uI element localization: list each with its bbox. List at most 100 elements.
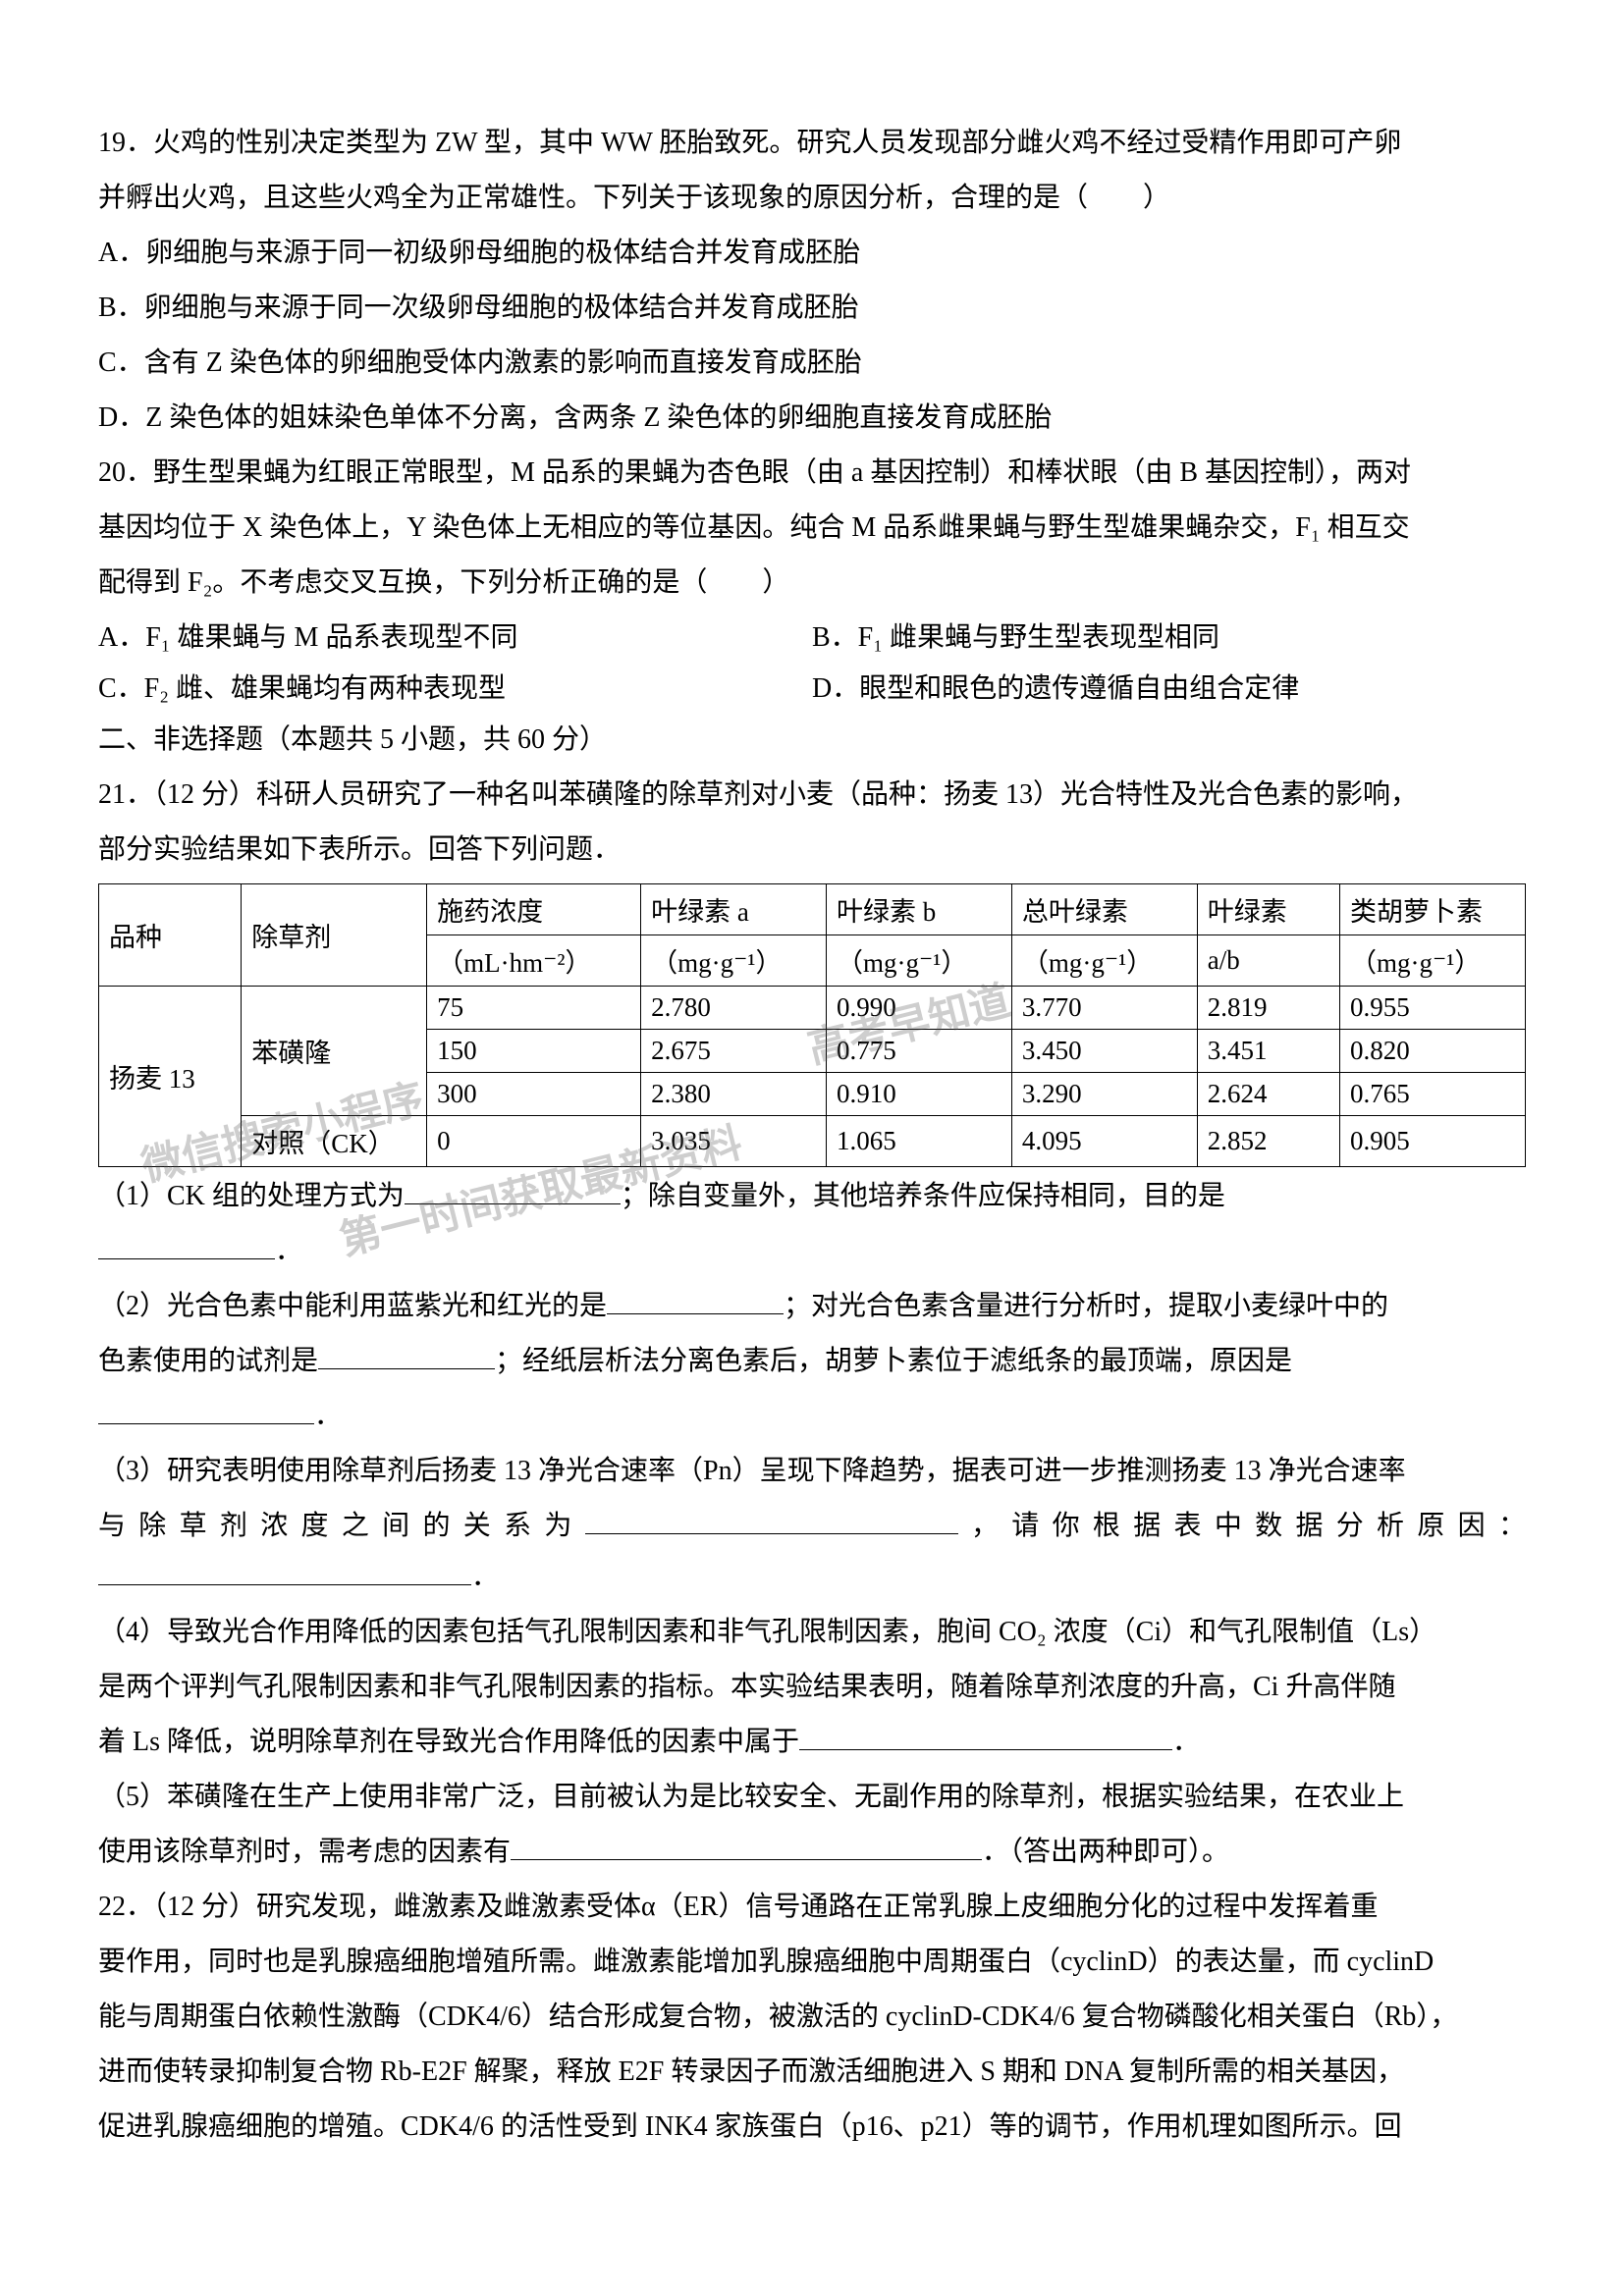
- q21-p4-line3: 着 Ls 降低，说明除草剂在导致光合作用降低的因素中属于 ．: [98, 1717, 1526, 1768]
- td: 3.770: [1011, 987, 1197, 1030]
- td: 2.852: [1197, 1116, 1339, 1167]
- td: 3.450: [1011, 1030, 1197, 1073]
- table-header-row: 品种 除草剂 施药浓度 叶绿素 a 叶绿素 b 总叶绿素 叶绿素 类胡萝卜素: [99, 884, 1526, 935]
- q20-stem-l3: 配得到 F₂。不考虑交叉互换，下列分析正确的是（ ）: [98, 558, 1526, 609]
- q21-p2-a: （2）光合色素中能利用蓝紫光和红光的是: [98, 1291, 607, 1321]
- td: 0.775: [826, 1030, 1011, 1073]
- q19-optA: A．卵细胞与来源于同一初级卵母细胞的极体结合并发育成胚胎: [98, 228, 1526, 279]
- q20-optC: C．F₂ 雌、雄果蝇均有两种表现型: [98, 664, 812, 715]
- q21-p5-line2: 使用该除草剂时，需考虑的因素有 ．（答出两种即可）。: [98, 1827, 1526, 1878]
- td: 2.675: [641, 1030, 827, 1073]
- q20-optA: A．F₁ 雄果蝇与 M 品系表现型不同: [98, 613, 812, 664]
- q21-p5-b: 使用该除草剂时，需考虑的因素有: [98, 1837, 511, 1867]
- td: 0.990: [826, 987, 1011, 1030]
- q21-p2-d: ；经纸层析法分离色素后，胡萝卜素位于滤纸条的最顶端，原因是: [495, 1346, 1292, 1376]
- blank: [585, 1507, 958, 1534]
- td: 2.780: [641, 987, 827, 1030]
- th-4: 叶绿素 b: [826, 884, 1011, 935]
- tu-6: a/b: [1197, 935, 1339, 987]
- tu-2: （mL·hm⁻²）: [427, 935, 641, 987]
- blank: [318, 1342, 495, 1369]
- td: 0.905: [1340, 1116, 1526, 1167]
- td: 1.065: [826, 1116, 1011, 1167]
- td: 0.820: [1340, 1030, 1526, 1073]
- td: 4.095: [1011, 1116, 1197, 1167]
- q21-p3-d: ．: [471, 1562, 499, 1592]
- q21-p2-line3: ．: [98, 1391, 1526, 1442]
- blank: [98, 1397, 314, 1424]
- q21-p1-line1: （1）CK 组的处理方式为 ；除自变量外，其他培养条件应保持相同，目的是: [98, 1171, 1526, 1222]
- q21-p2-line1: （2）光合色素中能利用蓝紫光和红光的是 ；对光合色素含量进行分析时，提取小麦绿叶中…: [98, 1281, 1526, 1332]
- q22-stem-l1: 22．（12 分）研究发现，雌激素及雌激素受体α（ER）信号通路在正常乳腺上皮细…: [98, 1882, 1526, 1933]
- blank: [405, 1177, 621, 1204]
- th-0: 品种: [99, 884, 242, 987]
- q19-optB: B．卵细胞与来源于同一次级卵母细胞的极体结合并发育成胚胎: [98, 283, 1526, 334]
- td: 0: [427, 1116, 641, 1167]
- blank: [98, 1232, 275, 1259]
- td: 150: [427, 1030, 641, 1073]
- td: 2.624: [1197, 1073, 1339, 1116]
- tu-3: （mg·g⁻¹）: [641, 935, 827, 987]
- td: 3.451: [1197, 1030, 1339, 1073]
- q20-optD: D．眼型和眼色的遗传遵循自由组合定律: [812, 664, 1526, 715]
- q21-p4-line1: （4）导致光合作用降低的因素包括气孔限制因素和非气孔限制因素，胞间 CO₂ 浓度…: [98, 1607, 1526, 1658]
- q20-stem-l1: 20．野生型果蝇为红眼正常眼型，M 品系的果蝇为杏色眼（由 a 基因控制）和棒状…: [98, 448, 1526, 499]
- q21-stem-l2: 部分实验结果如下表所示。回答下列问题．: [98, 825, 1526, 876]
- q21-p4-line2: 是两个评判气孔限制因素和非气孔限制因素的指标。本实验结果表明，随着除草剂浓度的升…: [98, 1662, 1526, 1713]
- blank: [98, 1558, 471, 1585]
- q19-stem-l2: 并孵出火鸡，且这些火鸡全为正常雄性。下列关于该现象的原因分析，合理的是（ ）: [98, 173, 1526, 224]
- td: 2.380: [641, 1073, 827, 1116]
- th-7: 类胡萝卜素: [1340, 884, 1526, 935]
- table-row: 对照（CK） 0 3.035 1.065 4.095 2.852 0.905: [99, 1116, 1526, 1167]
- q21-p1-b: ；除自变量外，其他培养条件应保持相同，目的是: [621, 1181, 1225, 1211]
- q21-p4-c: 着 Ls 降低，说明除草剂在导致光合作用降低的因素中属于: [98, 1727, 799, 1757]
- td: 75: [427, 987, 641, 1030]
- q21-p1-line2: ．: [98, 1226, 1526, 1277]
- td: 0.955: [1340, 987, 1526, 1030]
- q21-p3-b: 与除草剂浓度之间的关系为: [98, 1511, 585, 1541]
- q21-p1-a: （1）CK 组的处理方式为: [98, 1181, 405, 1211]
- td: 3.290: [1011, 1073, 1197, 1116]
- td: 0.765: [1340, 1073, 1526, 1116]
- q22-stem-l4: 进而使转录抑制复合物 Rb-E2F 解聚，释放 E2F 转录因子而激活细胞进入 …: [98, 2047, 1526, 2098]
- th-1: 除草剂: [242, 884, 427, 987]
- q20-stem-l2: 基因均位于 X 染色体上，Y 染色体上无相应的等位基因。纯合 M 品系雌果蝇与野…: [98, 503, 1526, 554]
- th-2: 施药浓度: [427, 884, 641, 935]
- tu-5: （mg·g⁻¹）: [1011, 935, 1197, 987]
- q22-stem-l2: 要作用，同时也是乳腺癌细胞增殖所需。雌激素能增加乳腺癌细胞中周期蛋白（cycli…: [98, 1937, 1526, 1988]
- q21-p2-b: ；对光合色素含量进行分析时，提取小麦绿叶中的: [784, 1291, 1388, 1321]
- q21-p1-c: ．: [275, 1236, 302, 1266]
- q21-p3-c: ，请你根据表中数据分析原因：: [958, 1511, 1526, 1541]
- q21-table: 品种 除草剂 施药浓度 叶绿素 a 叶绿素 b 总叶绿素 叶绿素 类胡萝卜素 （…: [98, 883, 1526, 1167]
- section2-header: 二、非选择题（本题共 5 小题，共 60 分）: [98, 715, 1526, 766]
- td: 苯磺隆: [242, 987, 427, 1116]
- blank: [607, 1287, 784, 1314]
- q21-p2-line2: 色素使用的试剂是 ；经纸层析法分离色素后，胡萝卜素位于滤纸条的最顶端，原因是: [98, 1336, 1526, 1387]
- td: 0.910: [826, 1073, 1011, 1116]
- q21-p2-c: 色素使用的试剂是: [98, 1346, 318, 1376]
- th-5: 总叶绿素: [1011, 884, 1197, 935]
- q19-optC: C．含有 Z 染色体的卵细胞受体内激素的影响而直接发育成胚胎: [98, 338, 1526, 389]
- blank: [511, 1833, 982, 1860]
- td: 3.035: [641, 1116, 827, 1167]
- q21-p3-line1: （3）研究表明使用除草剂后扬麦 13 净光合速率（Pn）呈现下降趋势，据表可进一…: [98, 1446, 1526, 1497]
- td: 300: [427, 1073, 641, 1116]
- q21-stem-l1: 21．（12 分）科研人员研究了一种名叫苯磺隆的除草剂对小麦（品种：扬麦 13）…: [98, 770, 1526, 821]
- td: 对照（CK）: [242, 1116, 427, 1167]
- q19-optD: D．Z 染色体的姐妹染色单体不分离，含两条 Z 染色体的卵细胞直接发育成胚胎: [98, 393, 1526, 444]
- q21-p5-line1: （5）苯磺隆在生产上使用非常广泛，目前被认为是比较安全、无副作用的除草剂，根据实…: [98, 1772, 1526, 1823]
- tu-4: （mg·g⁻¹）: [826, 935, 1011, 987]
- q22-stem-l3: 能与周期蛋白依赖性激酶（CDK4/6）结合形成复合物，被激活的 cyclinD-…: [98, 1992, 1526, 2043]
- q21-p5-c: ．（答出两种即可）。: [982, 1837, 1229, 1867]
- th-3: 叶绿素 a: [641, 884, 827, 935]
- q22-stem-l5: 促进乳腺癌细胞的增殖。CDK4/6 的活性受到 INK4 家族蛋白（p16、p2…: [98, 2102, 1526, 2153]
- th-6: 叶绿素: [1197, 884, 1339, 935]
- td: 2.819: [1197, 987, 1339, 1030]
- td: 扬麦 13: [99, 987, 242, 1167]
- q19-stem-l1: 19．火鸡的性别决定类型为 ZW 型，其中 WW 胚胎致死。研究人员发现部分雌火…: [98, 118, 1526, 169]
- q21-p2-e: ．: [314, 1401, 342, 1431]
- q21-p4-d: ．: [1172, 1727, 1200, 1757]
- blank: [799, 1723, 1172, 1750]
- table-row: 扬麦 13 苯磺隆 75 2.780 0.990 3.770 2.819 0.9…: [99, 987, 1526, 1030]
- q21-p3-line2: 与除草剂浓度之间的关系为 ，请你根据表中数据分析原因： ．: [98, 1501, 1526, 1603]
